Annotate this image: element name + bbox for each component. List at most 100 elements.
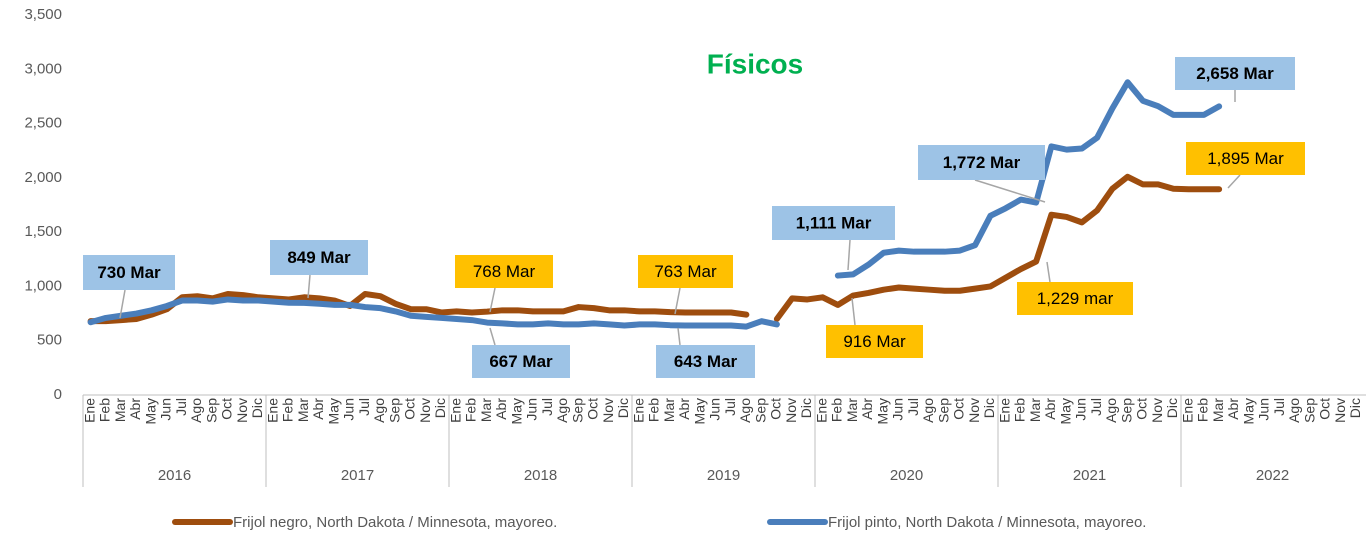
x-tick-label: Nov	[417, 398, 433, 423]
annotation-leader	[489, 327, 496, 346]
x-tick-label: Jul	[173, 398, 189, 416]
annotation-box	[1175, 57, 1295, 90]
x-tick-label: Jul	[539, 398, 555, 416]
year-label: 2021	[1073, 467, 1106, 484]
x-tick-label: Dic	[1164, 398, 1180, 418]
x-tick-label: Jun	[524, 398, 540, 421]
annotation-leader	[307, 274, 311, 299]
x-tick-label: Mar	[112, 398, 128, 422]
x-tick-label: Mar	[1027, 398, 1043, 422]
year-label: 2022	[1256, 467, 1289, 484]
x-tick-label: Feb	[1012, 398, 1028, 422]
x-tick-label: Dic	[615, 398, 631, 418]
x-tick-label: Jun	[890, 398, 906, 421]
x-tick-label: Feb	[463, 398, 479, 422]
x-tick-label: Feb	[646, 398, 662, 422]
annotation-leader	[677, 327, 681, 346]
x-tick-label: Mar	[478, 398, 494, 422]
x-tick-label: Jul	[356, 398, 372, 416]
annotation-label: 1,895 Mar	[1207, 149, 1284, 168]
x-tick-label: Feb	[829, 398, 845, 422]
x-tick-label: Feb	[280, 398, 296, 422]
x-tick-label: Mar	[1210, 398, 1226, 422]
x-tick-label: Abr	[1225, 398, 1241, 420]
annotation-label: 643 Mar	[674, 352, 738, 371]
x-tick-label: Nov	[966, 398, 982, 423]
x-tick-label: Abr	[310, 398, 326, 420]
annotation-box	[918, 145, 1045, 180]
annotation-leader	[974, 179, 1046, 203]
x-tick-label: Ene	[81, 398, 97, 423]
year-label: 2016	[158, 467, 191, 484]
year-label: 2017	[341, 467, 374, 484]
y-tick-label: 2,000	[24, 169, 62, 186]
x-tick-label: Jun	[1256, 398, 1272, 421]
x-tick-label: Ago	[188, 398, 204, 423]
x-tick-label: Dic	[798, 398, 814, 418]
x-tick-label: May	[691, 398, 707, 424]
series-line	[773, 173, 1223, 322]
y-tick-label: 0	[54, 386, 62, 403]
annotation-leader	[1227, 174, 1241, 189]
x-tick-label: Ene	[1179, 398, 1195, 423]
chart-title: Físicos	[707, 48, 803, 79]
x-tick-label: Ene	[813, 398, 829, 423]
x-tick-label: Nov	[1332, 398, 1348, 423]
year-label: 2020	[890, 467, 923, 484]
annotation-label: 730 Mar	[97, 263, 161, 282]
x-tick-label: Dic	[981, 398, 997, 418]
series-line	[87, 291, 750, 325]
x-tick-label: Mar	[661, 398, 677, 422]
x-tick-label: Jul	[1088, 398, 1104, 416]
x-tick-label: Sep	[569, 398, 585, 423]
x-tick-label: Ago	[1286, 398, 1302, 423]
x-tick-label: Nov	[1149, 398, 1165, 423]
annotation-box	[83, 255, 175, 290]
x-tick-label: Jun	[707, 398, 723, 421]
x-tick-label: Ene	[996, 398, 1012, 423]
x-tick-label: Abr	[859, 398, 875, 420]
y-tick-label: 1,000	[24, 277, 62, 294]
annotation-label: 667 Mar	[489, 352, 553, 371]
x-tick-label: Sep	[1118, 398, 1134, 423]
annotation-leader	[489, 287, 496, 313]
x-tick-label: Abr	[493, 398, 509, 420]
annotation-box	[826, 325, 923, 358]
x-tick-label: Nov	[600, 398, 616, 423]
annotation-box	[1017, 282, 1133, 315]
y-tick-label: 500	[37, 332, 62, 349]
annotation-label: 849 Mar	[287, 248, 351, 267]
x-tick-label: Feb	[97, 398, 113, 422]
series-line	[87, 296, 780, 330]
x-tick-label: May	[508, 398, 524, 424]
x-tick-label: May	[1240, 398, 1256, 424]
legend-label: Frijol negro, North Dakota / Minnesota, …	[233, 514, 557, 531]
x-tick-label: May	[874, 398, 890, 424]
x-tick-label: Feb	[1195, 398, 1211, 422]
x-tick-label: Ago	[737, 398, 753, 423]
annotation-box	[472, 345, 570, 378]
x-tick-label: Ene	[630, 398, 646, 423]
annotation-leader	[674, 287, 681, 315]
annotation-leader	[851, 297, 856, 326]
y-tick-label: 1,500	[24, 223, 62, 240]
x-tick-label: Ago	[1103, 398, 1119, 423]
x-tick-label: Abr	[1042, 398, 1058, 420]
x-tick-label: Ene	[264, 398, 280, 423]
y-tick-label: 2,500	[24, 115, 62, 132]
annotation-box	[638, 255, 733, 288]
x-tick-label: Dic	[1347, 398, 1363, 418]
annotation-label: 1,772 Mar	[943, 153, 1021, 172]
x-tick-label: Abr	[676, 398, 692, 420]
annotation-box	[656, 345, 755, 378]
annotation-leader	[1046, 261, 1051, 283]
x-tick-label: Oct	[768, 398, 784, 420]
annotation-box	[270, 240, 368, 275]
year-label: 2018	[524, 467, 557, 484]
annotation-box	[455, 255, 553, 288]
annotation-label: 2,658 Mar	[1196, 64, 1274, 83]
annotation-leader	[847, 239, 851, 271]
x-tick-label: Oct	[951, 398, 967, 420]
y-tick-label: 3,000	[24, 60, 62, 77]
x-tick-label: Jun	[341, 398, 357, 421]
